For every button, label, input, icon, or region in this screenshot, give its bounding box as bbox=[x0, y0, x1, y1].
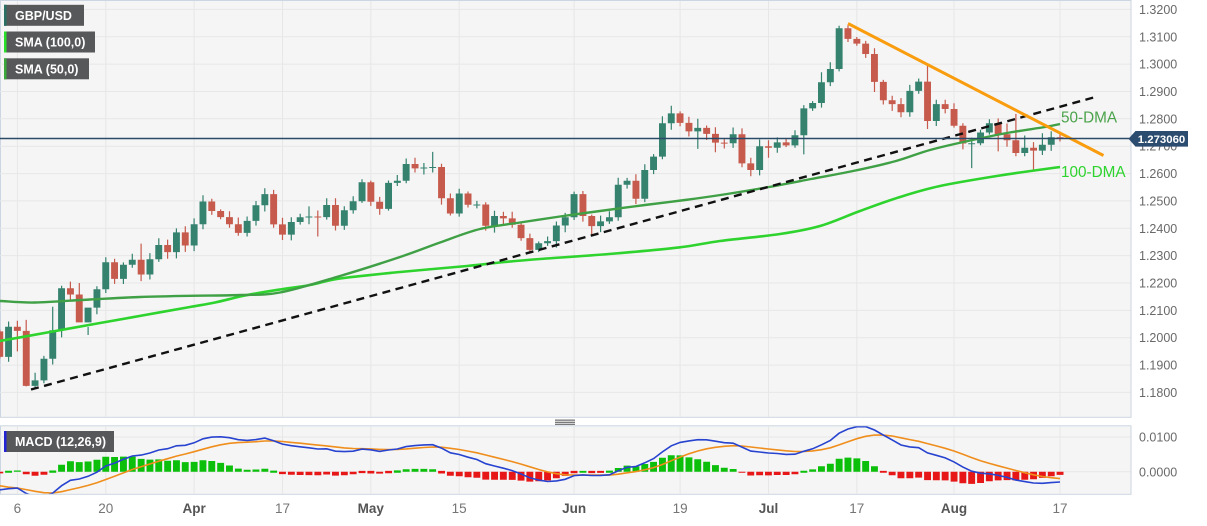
svg-text:SMA (50,0): SMA (50,0) bbox=[15, 63, 78, 77]
svg-text:May: May bbox=[358, 501, 385, 516]
svg-text:17: 17 bbox=[275, 501, 290, 516]
svg-text:GBP/USD: GBP/USD bbox=[15, 9, 72, 23]
svg-text:17: 17 bbox=[849, 501, 864, 516]
svg-text:1.2500: 1.2500 bbox=[1139, 194, 1177, 208]
svg-text:1.2800: 1.2800 bbox=[1139, 112, 1177, 126]
svg-text:Aug: Aug bbox=[941, 501, 967, 516]
svg-text:100-DMA: 100-DMA bbox=[1061, 164, 1126, 181]
svg-text:1.3000: 1.3000 bbox=[1139, 58, 1177, 72]
svg-text:1.2000: 1.2000 bbox=[1139, 331, 1177, 345]
svg-text:0.0000: 0.0000 bbox=[1139, 465, 1177, 479]
svg-text:1.2100: 1.2100 bbox=[1139, 304, 1177, 318]
svg-text:6: 6 bbox=[14, 501, 22, 516]
svg-text:SMA (100,0): SMA (100,0) bbox=[15, 36, 85, 50]
svg-text:17: 17 bbox=[1052, 501, 1067, 516]
svg-text:1.2400: 1.2400 bbox=[1139, 222, 1177, 236]
svg-text:1.1800: 1.1800 bbox=[1139, 386, 1177, 400]
svg-text:Jun: Jun bbox=[562, 501, 586, 516]
svg-text:1.3100: 1.3100 bbox=[1139, 30, 1177, 44]
svg-text:1.3200: 1.3200 bbox=[1139, 3, 1177, 17]
svg-text:1.1900: 1.1900 bbox=[1139, 359, 1177, 373]
svg-text:1.2900: 1.2900 bbox=[1139, 85, 1177, 99]
svg-text:19: 19 bbox=[673, 501, 688, 516]
svg-text:1.2300: 1.2300 bbox=[1139, 249, 1177, 263]
svg-text:1.273060: 1.273060 bbox=[1138, 134, 1186, 146]
svg-text:1.2600: 1.2600 bbox=[1139, 167, 1177, 181]
svg-text:Apr: Apr bbox=[182, 501, 206, 516]
svg-text:1.2200: 1.2200 bbox=[1139, 277, 1177, 291]
svg-text:MACD (12,26,9): MACD (12,26,9) bbox=[15, 435, 106, 449]
svg-text:0.0100: 0.0100 bbox=[1139, 431, 1177, 445]
svg-text:50-DMA: 50-DMA bbox=[1061, 110, 1118, 127]
svg-text:15: 15 bbox=[452, 501, 467, 516]
svg-text:20: 20 bbox=[98, 501, 113, 516]
svg-text:Jul: Jul bbox=[759, 501, 779, 516]
